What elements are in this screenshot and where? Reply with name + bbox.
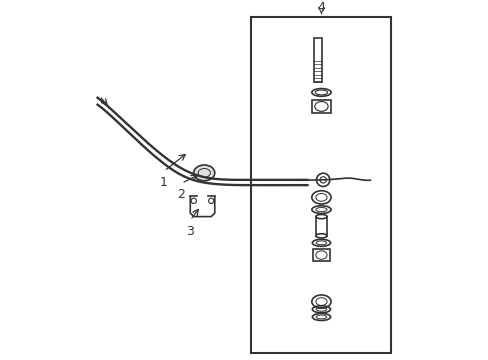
Polygon shape <box>315 217 326 236</box>
Polygon shape <box>313 38 322 82</box>
Text: 1: 1 <box>160 176 168 189</box>
Ellipse shape <box>316 173 329 186</box>
Ellipse shape <box>311 295 330 308</box>
Ellipse shape <box>315 234 326 238</box>
Ellipse shape <box>311 191 330 204</box>
Ellipse shape <box>193 165 214 181</box>
Text: 4: 4 <box>317 1 325 14</box>
Ellipse shape <box>315 215 326 219</box>
Text: 2: 2 <box>177 188 185 201</box>
Polygon shape <box>312 100 330 113</box>
Polygon shape <box>312 249 329 261</box>
Text: 3: 3 <box>186 225 194 238</box>
